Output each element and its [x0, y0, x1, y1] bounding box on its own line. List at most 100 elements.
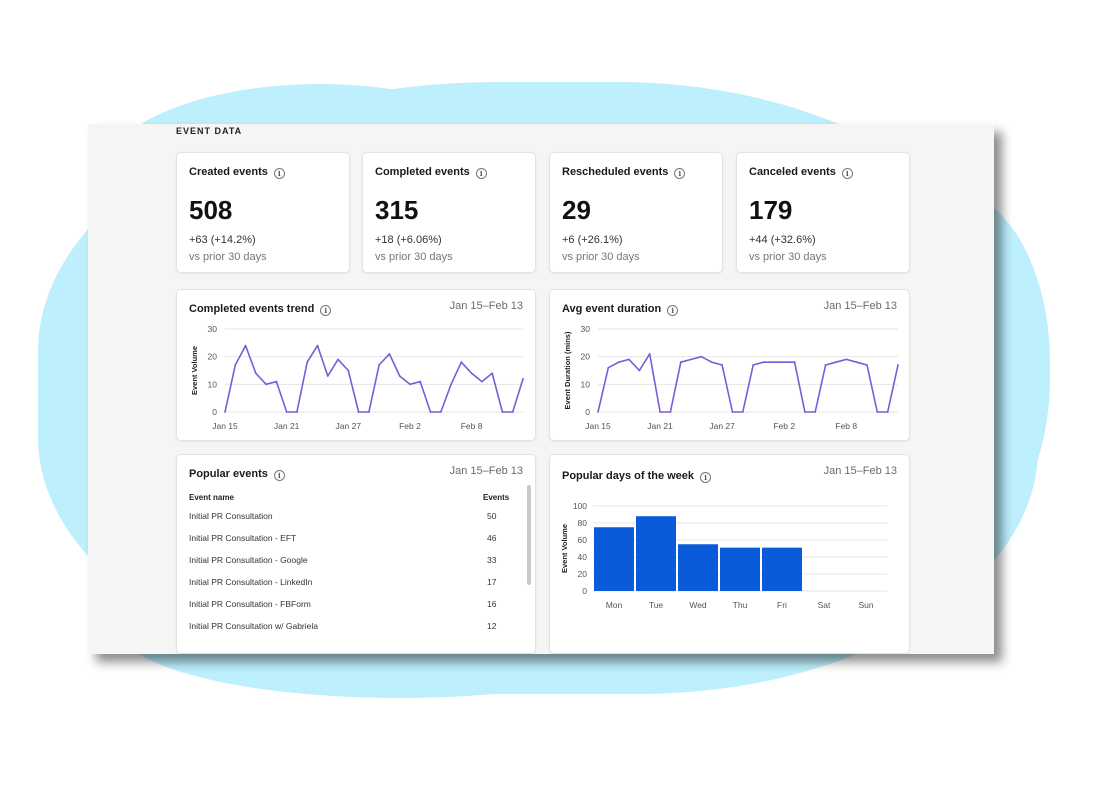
y-tick-label: 10 [581, 379, 591, 389]
info-icon[interactable]: i [273, 470, 285, 481]
data-point [224, 411, 226, 413]
info-icon[interactable]: i [700, 472, 712, 483]
y-axis-label: Event Volume [560, 524, 569, 573]
event-name: Initial PR Consultation - Google [189, 555, 308, 565]
y-tick-label: 20 [208, 352, 218, 362]
metric-delta: +63 (+14.2%) [189, 234, 256, 246]
data-point [700, 355, 703, 358]
data-point [731, 411, 734, 413]
y-tick-label: 30 [208, 324, 218, 334]
data-point [866, 364, 868, 366]
popular-days-chart: 100 80 60 40 20 0 Mon Tue Wed Thu Fri Sat Sun Event V… [560, 501, 887, 610]
x-tick-label: Jan 27 [336, 421, 362, 431]
x-tick-label: Jan 15 [212, 421, 238, 431]
data-point [326, 375, 329, 377]
data-point [638, 369, 641, 372]
data-point [710, 361, 713, 364]
metric-card-canceled: Canceled events i 179 +44 (+32.6%) vs pri… [736, 152, 910, 273]
event-name: Initial PR Consultation w/ Gabriela [189, 621, 318, 631]
section-title: EVENT DATA [176, 126, 243, 136]
info-icon[interactable]: i [273, 168, 285, 179]
metric-value: 179 [749, 195, 793, 225]
y-tick-label: 0 [582, 586, 587, 596]
date-range[interactable]: Jan 15–Feb 13 [823, 465, 897, 477]
data-point [772, 361, 775, 364]
data-point [814, 411, 817, 413]
x-tick-label: Jan 27 [709, 421, 735, 431]
table-row[interactable]: Initial PR Consultation - EFT 46 [189, 533, 519, 547]
popular-events-card: Popular events i Jan 15–Feb 13 Event name… [176, 454, 536, 654]
data-point [803, 411, 806, 413]
data-point [337, 358, 339, 361]
table-row[interactable]: Initial PR Consultation w/ Gabriela 12 [189, 621, 519, 635]
data-point [480, 380, 483, 383]
data-point [607, 366, 610, 369]
x-tick-label: Thu [733, 600, 748, 610]
data-point [886, 411, 889, 413]
metric-label: Rescheduled events [562, 166, 669, 178]
data-point [244, 344, 247, 347]
event-count: 17 [487, 577, 497, 587]
info-icon[interactable]: i [667, 305, 679, 316]
chart-title: Completed events trend [189, 303, 315, 315]
data-point [296, 411, 298, 413]
y-tick-label: 40 [578, 552, 588, 562]
x-tick-label: Mon [606, 600, 623, 610]
info-icon[interactable]: i [320, 305, 332, 316]
metric-comparison: vs prior 30 days [375, 251, 453, 263]
info-icon[interactable]: i [674, 168, 686, 179]
event-count: 16 [487, 599, 497, 609]
completed-events-trend-card: Completed events trend i Jan 15–Feb 13 30… [176, 289, 536, 441]
table-row[interactable]: Initial PR Consultation 50 [189, 511, 519, 525]
data-point [491, 372, 494, 375]
info-icon[interactable]: i [475, 168, 487, 179]
metric-card-rescheduled: Rescheduled events i 29 +6 (+26.1%) vs pr… [549, 152, 723, 273]
date-range[interactable]: Jan 15–Feb 13 [449, 465, 523, 477]
metric-value: 29 [562, 195, 591, 225]
x-tick-label: Feb 8 [835, 421, 857, 431]
scrollbar[interactable] [527, 485, 531, 585]
y-axis-label: Event Duration (mins) [563, 331, 572, 409]
bar [720, 547, 760, 591]
x-tick-label: Feb 8 [461, 421, 483, 431]
x-tick-label: Jan 15 [585, 421, 611, 431]
y-tick-label: 80 [578, 518, 588, 528]
event-data-panel: EVENT DATA Created events i 508 +63 (+14.… [88, 124, 994, 654]
chart-title: Popular days of the week [562, 470, 695, 482]
column-header-events[interactable]: Events [483, 493, 510, 502]
y-tick-label: 10 [208, 379, 218, 389]
event-count: 46 [487, 533, 497, 543]
data-point [429, 411, 432, 413]
data-point [669, 411, 672, 413]
x-tick-label: Sat [818, 600, 831, 610]
info-icon[interactable]: i [841, 168, 853, 179]
bar [636, 516, 676, 591]
completed-events-trend-chart: 30 20 10 0 Jan 15 Jan 21 Jan 27 Feb 2 Feb 8 Event… [190, 324, 524, 431]
table-row[interactable]: Initial PR Consultation - FBForm 16 [189, 599, 519, 613]
x-tick-label: Tue [649, 600, 664, 610]
data-point [721, 364, 724, 366]
y-tick-label: 20 [581, 352, 591, 362]
date-range[interactable]: Jan 15–Feb 13 [449, 300, 523, 312]
data-point [597, 411, 599, 413]
avg-event-duration-chart: 30 20 10 0 Jan 15 Jan 21 Jan 27 Feb 2 Feb 8 Event… [563, 324, 899, 431]
data-point [357, 411, 360, 413]
table-row[interactable]: Initial PR Consultation - LinkedIn 17 [189, 577, 519, 591]
data-point [845, 358, 848, 361]
data-point [316, 344, 319, 347]
metric-delta: +6 (+26.1%) [562, 234, 623, 246]
data-point [876, 411, 879, 413]
chart-title: Avg event duration [562, 303, 662, 315]
y-tick-label: 20 [578, 569, 588, 579]
date-range[interactable]: Jan 15–Feb 13 [823, 300, 897, 312]
y-tick-label: 30 [581, 324, 591, 334]
data-point [409, 383, 411, 386]
event-count: 33 [487, 555, 497, 565]
data-point [511, 411, 514, 413]
data-point [762, 361, 765, 364]
event-name: Initial PR Consultation - EFT [189, 533, 297, 543]
data-point [617, 361, 620, 364]
table-row[interactable]: Initial PR Consultation - Google 33 [189, 555, 519, 569]
metric-delta: +44 (+32.6%) [749, 234, 816, 246]
column-header-event-name[interactable]: Event name [189, 493, 234, 502]
